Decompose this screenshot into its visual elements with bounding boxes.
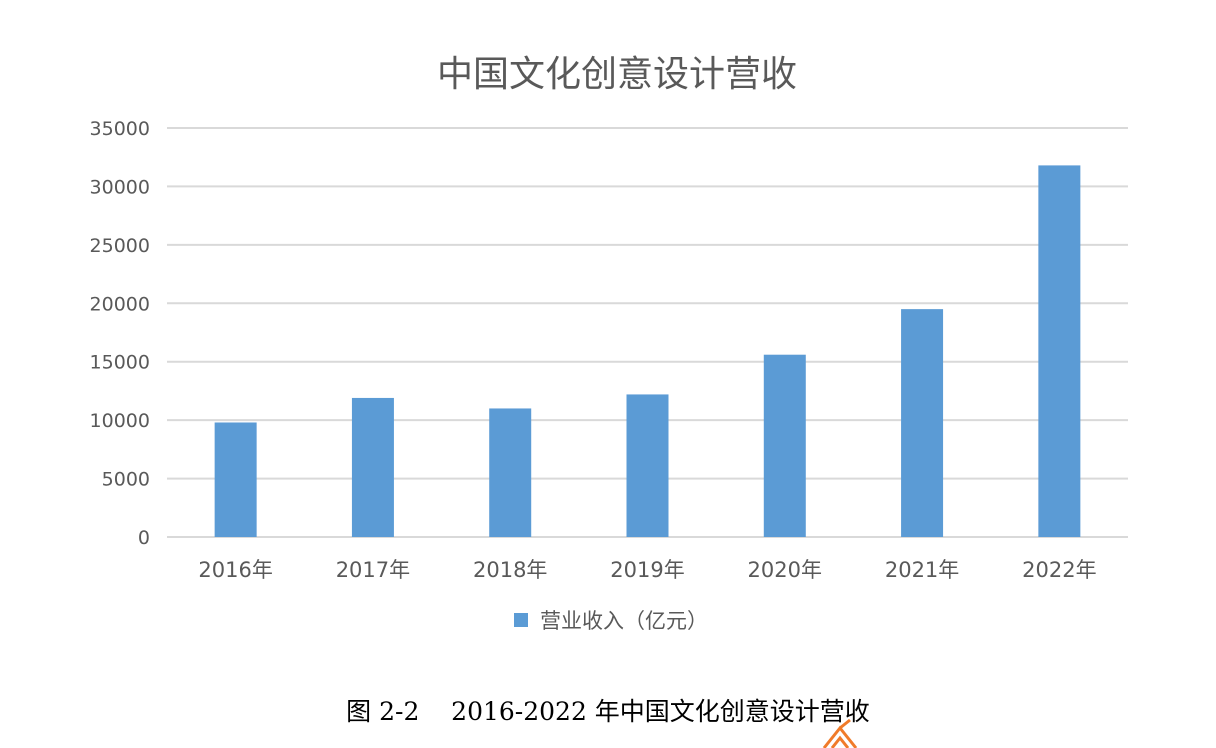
bar-chart: 中国文化创意设计营收 0 5000 10000 15000 20000 25000 3000…	[90, 54, 1128, 633]
bar-2018年	[489, 408, 532, 537]
x-tick-label: 2018年	[473, 558, 547, 582]
x-tick-label: 2017年	[336, 558, 410, 582]
y-axis-ticks: 0 5000 10000 15000 20000 25000 30000 35000	[90, 118, 150, 549]
x-tick-label: 2020年	[748, 558, 822, 582]
bar-2021年	[901, 309, 944, 537]
legend-swatch	[514, 613, 528, 627]
x-tick-label: 2019年	[610, 558, 684, 582]
logo-icon	[822, 718, 858, 748]
y-tick-label: 20000	[90, 293, 150, 315]
y-tick-label: 5000	[102, 469, 150, 491]
x-tick-label: 2022年	[1022, 558, 1096, 582]
bars	[214, 165, 1081, 537]
y-tick-label: 10000	[90, 410, 150, 432]
x-tick-label: 2016年	[198, 558, 272, 582]
bar-2022年	[1038, 165, 1081, 537]
bar-2016年	[214, 422, 257, 537]
y-tick-label: 25000	[90, 235, 150, 257]
y-tick-label: 15000	[90, 352, 150, 374]
legend-label: 营业收入（亿元）	[540, 609, 708, 633]
chart-title: 中国文化创意设计营收	[437, 54, 797, 95]
bar-2020年	[763, 354, 806, 537]
x-axis-ticks: 2016年 2017年 2018年 2019年 2020年 2021年 2022年	[198, 558, 1096, 582]
y-tick-label: 30000	[90, 176, 150, 198]
x-tick-label: 2021年	[885, 558, 959, 582]
legend: 营业收入（亿元）	[514, 609, 708, 633]
bar-2017年	[351, 397, 394, 537]
bar-2019年	[626, 394, 669, 537]
y-tick-label: 0	[138, 527, 150, 549]
figure-caption: 图 2-2 2016-2022 年中国文化创意设计营收	[346, 697, 870, 726]
y-tick-label: 35000	[90, 118, 150, 140]
